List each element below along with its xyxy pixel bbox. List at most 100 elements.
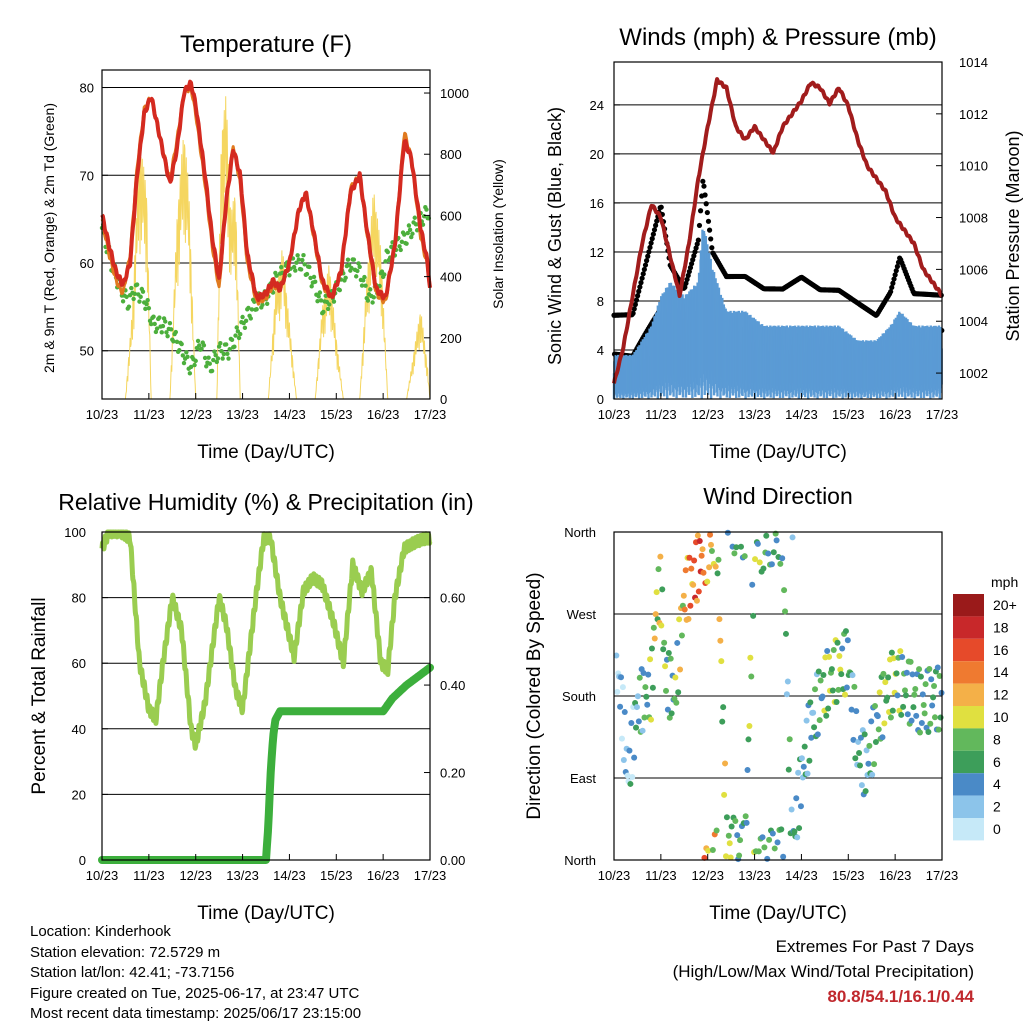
legend-swatch [953, 638, 984, 662]
direction-point [882, 679, 889, 686]
y-right-tick-label: 1004 [959, 314, 988, 329]
direction-point [888, 649, 895, 656]
dewpoint-point [184, 350, 189, 355]
direction-point [884, 694, 891, 701]
station-location: Location: Kinderhook [30, 923, 171, 940]
gust-point [644, 258, 650, 264]
legend-swatch [953, 683, 984, 706]
direction-point [851, 683, 858, 690]
dewpoint-point [197, 343, 202, 348]
direction-point [926, 666, 933, 673]
direction-point [806, 757, 813, 764]
dewpoint-point [254, 307, 259, 312]
direction-point [709, 847, 716, 854]
direction-point [919, 691, 926, 698]
dewpoint-point [368, 287, 373, 292]
plot-frame [101, 69, 431, 400]
gust-point [654, 218, 660, 224]
direction-point [716, 616, 723, 623]
dewpoint-point [308, 275, 313, 281]
direction-point [901, 687, 908, 694]
dewpoint-point [227, 347, 232, 352]
dewpoint-point [295, 253, 300, 258]
direction-point [631, 754, 638, 761]
direction-point [771, 845, 778, 852]
direction-point [619, 684, 626, 691]
direction-point [817, 677, 824, 684]
dewpoint-point [383, 259, 388, 264]
direction-point [780, 853, 787, 860]
direction-point [769, 830, 776, 837]
dewpoint-point [126, 304, 132, 309]
direction-point [640, 669, 647, 676]
x-tick-label: 13/23 [226, 407, 259, 422]
direction-point [756, 559, 763, 566]
precipitation-line [98, 663, 434, 864]
x-tick-label: 10/23 [598, 868, 631, 883]
extremes-box: Extremes For Past 7 Days (High/Low/Max W… [673, 934, 974, 1009]
direction-point [911, 691, 918, 698]
direction-point [800, 763, 807, 770]
rh-left-ylabel: Percent & Total Rainfall [29, 597, 50, 794]
gust-point [704, 209, 710, 216]
dewpoint-point [215, 356, 221, 361]
gust-point [700, 178, 706, 184]
direction-point [690, 581, 697, 588]
direction-point [894, 692, 901, 699]
gust-point [631, 306, 637, 312]
x-tick-label: 11/23 [645, 407, 677, 422]
gust-point [646, 249, 652, 255]
direction-point [773, 537, 780, 544]
direction-point [927, 720, 934, 727]
legend-swatch [953, 728, 984, 751]
direction-point [793, 795, 800, 802]
pressure-line [612, 77, 944, 384]
y-tick-label: 8 [597, 294, 604, 309]
gust-point [682, 284, 688, 290]
dewpoint-point [371, 295, 376, 300]
direction-point [755, 848, 762, 855]
direction-point [633, 704, 640, 711]
direction-point [624, 772, 631, 779]
direction-point [737, 837, 744, 844]
temperature-xlabel: Time (Day/UTC) [197, 442, 335, 463]
direction-point [698, 552, 705, 559]
dewpoint-point [153, 329, 159, 335]
direction-point [657, 553, 664, 560]
dewpoint-point [213, 352, 218, 358]
dewpoint-point [318, 298, 324, 303]
dewpoint-point [315, 298, 320, 304]
legend-swatch [953, 750, 984, 774]
direction-point [694, 532, 701, 539]
direction-point [659, 586, 666, 593]
direction-point [885, 674, 892, 681]
y-right-tick-label: 0.00 [440, 853, 465, 868]
direction-point [875, 726, 882, 733]
y-right-tick-label: 1000 [440, 86, 469, 101]
direction-point [722, 853, 729, 860]
gust-point [697, 208, 704, 214]
direction-point [731, 550, 738, 557]
dewpoint-point [399, 239, 405, 245]
rh-xlabel: Time (Day/UTC) [197, 903, 335, 924]
direction-point [921, 710, 928, 717]
legend-swatch [953, 706, 984, 729]
gust-point [702, 192, 708, 198]
direction-point [647, 656, 654, 663]
direction-point [810, 709, 817, 716]
dewpoint-point [138, 294, 143, 300]
direction-point [849, 672, 856, 679]
plot-frame [101, 531, 431, 861]
dewpoint-point [287, 273, 292, 278]
direction-point [890, 655, 897, 662]
rh-title: Relative Humidity (%) & Precipitation (i… [58, 489, 473, 515]
direction-point [653, 589, 660, 596]
dewpoint-point [174, 339, 180, 344]
direction-point [742, 813, 749, 820]
direction-point [641, 714, 648, 721]
direction-point [850, 736, 857, 743]
dewpoint-point [291, 264, 297, 270]
legend-title: mph [991, 574, 1018, 590]
y-tick-label: 70 [80, 168, 94, 183]
dewpoint-point [248, 316, 253, 321]
